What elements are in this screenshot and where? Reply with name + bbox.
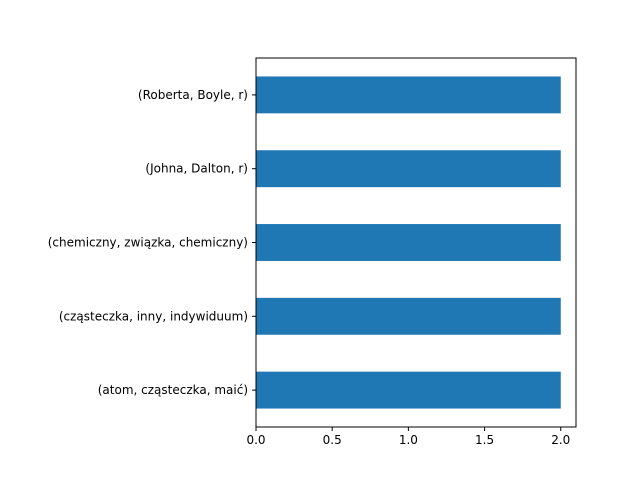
bar-4 xyxy=(256,76,561,114)
x-tick-label-0: 0.0 xyxy=(246,433,265,447)
bars-group xyxy=(256,76,561,409)
bar-1 xyxy=(256,297,561,335)
bar-0 xyxy=(256,371,561,409)
y-tick-label-1: (cząsteczka, inny, indywiduum) xyxy=(59,309,248,323)
x-axis-ticks: 0.0 0.5 1.0 1.5 2.0 xyxy=(246,427,570,447)
plot-frame xyxy=(255,57,577,428)
y-axis-ticks: (atom, cząsteczka, maić) (cząsteczka, inn… xyxy=(48,88,256,397)
y-tick-label-4: (Roberta, Boyle, r) xyxy=(138,88,248,102)
x-tick-label-4: 2.0 xyxy=(551,433,570,447)
x-tick-label-1: 0.5 xyxy=(323,433,342,447)
x-tick-label-3: 1.5 xyxy=(475,433,494,447)
bar-3 xyxy=(256,150,561,188)
y-tick-label-2: (chemiczny, związka, chemiczny) xyxy=(48,236,248,250)
bar-2 xyxy=(256,224,561,261)
y-tick-label-3: (Johna, Dalton, r) xyxy=(145,162,248,176)
y-tick-label-0: (atom, cząsteczka, maić) xyxy=(98,383,248,397)
x-tick-label-2: 1.0 xyxy=(399,433,418,447)
